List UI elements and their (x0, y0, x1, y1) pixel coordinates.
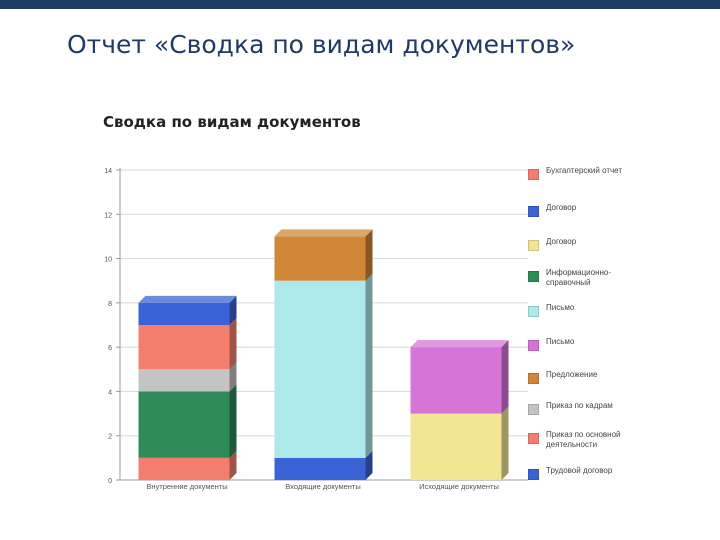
legend-label: Бухгалтерский отчет (546, 166, 623, 175)
legend-item: Предложение (528, 370, 624, 384)
x-tick-label: Входящие документы (285, 482, 361, 491)
y-tick-label: 4 (108, 389, 112, 396)
legend-label: Договор (546, 203, 577, 212)
bar-segment-side (501, 340, 509, 414)
legend-swatch (528, 206, 539, 217)
slide-title: Отчет «Сводка по видам документов» (67, 30, 576, 59)
legend-label: Приказ по основной деятельности (546, 430, 621, 449)
legend-label: Трудовой договор (546, 466, 613, 475)
legend-item: Трудовой договор (528, 466, 624, 480)
legend-item: Бухгалтерский отчет (528, 166, 624, 180)
legend-item: Приказ по основной деятельности (528, 430, 624, 450)
bar-segment-side (229, 384, 237, 458)
bar-segment-side (365, 229, 373, 281)
bar-segment (410, 413, 502, 480)
y-tick-label: 12 (104, 212, 112, 219)
legend-label: Письмо (546, 303, 575, 312)
legend-swatch (528, 340, 539, 351)
bar-segment-side (365, 450, 373, 480)
legend-label: Предложение (546, 370, 598, 379)
bar-segment-side (229, 362, 237, 392)
bar-segment (138, 369, 230, 392)
bar-segment (138, 457, 230, 480)
legend-label: Письмо (546, 337, 575, 346)
legend-item: Письмо (528, 337, 624, 351)
y-tick-label: 14 (104, 168, 112, 175)
legend-swatch (528, 404, 539, 415)
legend-item: Информационно-справочный (528, 268, 624, 288)
legend-swatch (528, 469, 539, 480)
legend-swatch (528, 433, 539, 444)
top-accent-bar (0, 0, 720, 9)
x-tick-label: Исходящие документы (419, 482, 499, 491)
bar-segment-top (138, 295, 237, 303)
chart-title: Сводка по видам документов (103, 113, 361, 131)
legend-label: Приказ по кадрам (546, 401, 613, 410)
legend-swatch (528, 373, 539, 384)
bar-segment-side (365, 273, 373, 458)
y-tick-label: 8 (108, 301, 112, 308)
bar-segment (138, 391, 230, 458)
y-tick-label: 6 (108, 345, 112, 352)
x-tick-label: Внутренние документы (146, 482, 227, 491)
legend-swatch (528, 271, 539, 282)
y-tick-label: 2 (108, 434, 112, 441)
legend-swatch (528, 240, 539, 251)
y-tick-label: 10 (104, 257, 112, 264)
legend-item: Договор (528, 237, 624, 251)
bar-segment-side (229, 450, 237, 480)
bar-segment (138, 325, 230, 370)
legend-label: Договор (546, 237, 577, 246)
bar-segment (274, 236, 366, 281)
bar-segment (274, 457, 366, 480)
bar-segment-side (229, 318, 237, 370)
legend-swatch (528, 306, 539, 317)
bar-segment (410, 347, 502, 414)
legend-item: Приказ по кадрам (528, 401, 624, 415)
bar-segment-side (501, 406, 509, 480)
bar-segment-side (229, 295, 237, 325)
bar-segment-top (274, 229, 373, 237)
legend-item: Договор (528, 203, 624, 217)
legend-swatch (528, 169, 539, 180)
bar-segment (138, 302, 230, 325)
bar-segment-top (410, 340, 509, 348)
legend-label: Информационно-справочный (546, 268, 612, 287)
legend-item: Письмо (528, 303, 624, 317)
bar-segment (274, 280, 366, 458)
y-tick-label: 0 (108, 478, 112, 485)
